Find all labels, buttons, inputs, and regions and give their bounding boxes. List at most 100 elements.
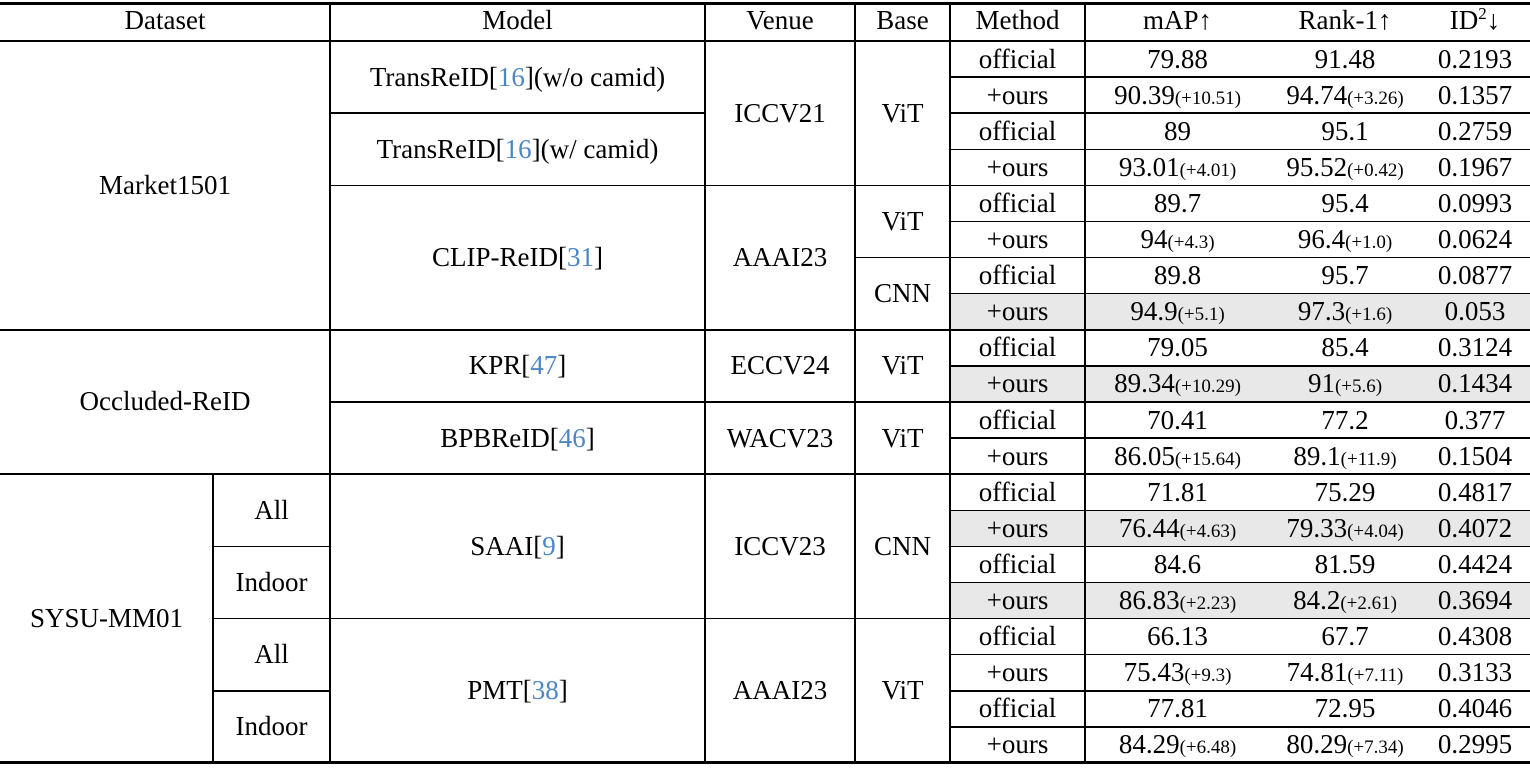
cell-base: ViT [881, 675, 924, 706]
cell-model: TransReID[16](w/ camid) [376, 133, 659, 164]
citation-link[interactable]: 16 [504, 133, 532, 164]
cell-base: ViT [881, 205, 924, 236]
cell-map: 89 [1164, 115, 1191, 146]
column-divider [949, 3, 951, 763]
cell-map: 76.44(+4.63) [1118, 512, 1237, 543]
row-divider [330, 112, 705, 114]
cell-map: 93.01(+4.01) [1118, 151, 1237, 182]
cell-model: SAAI[9] [470, 530, 565, 561]
cell-model: CLIP-ReID[31] [432, 242, 603, 273]
cell-map: 89.7 [1153, 187, 1202, 218]
cell-map: 94(+4.3) [1140, 224, 1215, 255]
cell-method: official [978, 332, 1057, 363]
cell-rank1: 75.29 [1314, 476, 1376, 507]
cell-dataset-market1501: Market1501 [99, 169, 231, 200]
cell-method: +ours [986, 224, 1049, 255]
cell-id2: 0.2759 [1437, 115, 1513, 146]
cell-base: CNN [873, 278, 931, 309]
section-divider [0, 473, 1530, 476]
cell-method: official [978, 621, 1057, 652]
cell-id2: 0.2995 [1437, 729, 1513, 760]
citation-link[interactable]: 9 [542, 530, 556, 561]
cell-method: +ours [986, 512, 1049, 543]
row-divider [950, 220, 1530, 223]
cell-id2: 0.0624 [1437, 224, 1513, 255]
column-divider [329, 3, 331, 763]
citation-link[interactable]: 31 [566, 242, 594, 273]
cell-venue: WACV23 [726, 422, 834, 453]
cell-rank1: 97.3(+1.6) [1297, 296, 1393, 327]
cell-model: TransReID[16](w/o camid) [369, 61, 666, 92]
cell-method: official [978, 43, 1057, 74]
cell-base: ViT [881, 97, 924, 128]
cell-map: 75.43(+9.3) [1123, 657, 1232, 688]
row-divider [330, 184, 1530, 187]
cell-id2: 0.3694 [1437, 585, 1513, 616]
cell-id2: 0.1967 [1437, 151, 1513, 182]
cell-venue: ICCV23 [734, 530, 826, 561]
cell-map: 86.05(+15.64) [1114, 440, 1241, 471]
cell-rank1: 77.2 [1321, 404, 1369, 435]
cell-id2: 0.053 [1444, 296, 1506, 327]
top-rule [0, 2, 1530, 5]
cell-venue: AAAI23 [732, 242, 828, 273]
row-highlight [950, 365, 1530, 402]
citation-link[interactable]: 46 [558, 422, 586, 453]
cell-subgroup: Indoor [235, 711, 308, 742]
cell-method: official [978, 115, 1057, 146]
cell-method: +ours [986, 657, 1049, 688]
citation-link[interactable]: 38 [531, 675, 559, 706]
cell-rank1: 95.4 [1321, 187, 1369, 218]
header-cell-rank1: Rank-1↑ [1298, 5, 1392, 35]
cell-map: 84.29(+6.48) [1118, 729, 1237, 760]
header-cell-dataset: Dataset [124, 5, 206, 35]
cell-method: +ours [986, 585, 1049, 616]
cell-rank1: 84.2(+2.61) [1293, 585, 1397, 616]
cell-id2: 0.4308 [1437, 621, 1513, 652]
row-divider [213, 617, 1530, 620]
header-cell-venue: Venue [746, 5, 814, 35]
header-cell-model: Model [482, 5, 553, 35]
row-divider [950, 545, 1530, 548]
row-highlight [950, 582, 1530, 619]
row-divider [213, 545, 330, 548]
cell-rank1: 81.59 [1314, 548, 1376, 579]
cell-map: 84.6 [1153, 548, 1202, 579]
cell-venue: AAAI23 [732, 675, 828, 706]
citation-link[interactable]: 16 [497, 61, 525, 92]
cell-method: official [978, 260, 1057, 291]
row-divider [950, 726, 1530, 728]
column-divider [1084, 3, 1086, 763]
cell-map: 90.39(+10.51) [1114, 79, 1241, 110]
header-cell-id2: ID2↓ [1449, 4, 1501, 35]
citation-link[interactable]: 47 [530, 350, 558, 381]
row-highlight [950, 510, 1530, 547]
cell-model: KPR[47] [468, 350, 567, 381]
cell-map: 89.8 [1153, 260, 1202, 291]
cell-rank1: 94.74(+3.26) [1286, 79, 1404, 110]
cell-map: 94.9(+5.1) [1130, 296, 1225, 327]
cell-map: 71.81 [1147, 476, 1208, 507]
cell-method: +ours [986, 440, 1049, 471]
row-divider [950, 690, 1530, 692]
cell-method: official [978, 548, 1057, 579]
row-divider [950, 365, 1530, 367]
cell-subgroup: All [254, 494, 289, 525]
cell-base: ViT [881, 350, 924, 381]
cell-method: +ours [986, 296, 1049, 327]
cell-method: official [978, 693, 1057, 724]
row-divider [855, 256, 1530, 259]
cell-rank1: 74.81(+7.11) [1286, 657, 1404, 688]
cell-method: +ours [986, 151, 1049, 182]
cell-base: CNN [873, 530, 931, 561]
cell-rank1: 96.4(+1.0) [1297, 224, 1393, 255]
column-divider [854, 3, 856, 763]
cell-rank1: 67.7 [1321, 621, 1369, 652]
cell-venue: ICCV21 [734, 97, 826, 128]
row-divider [950, 653, 1530, 656]
cell-method: +ours [986, 368, 1049, 399]
cell-rank1: 72.95 [1314, 693, 1376, 724]
row-divider [213, 690, 330, 692]
cell-id2: 0.4817 [1437, 476, 1513, 507]
